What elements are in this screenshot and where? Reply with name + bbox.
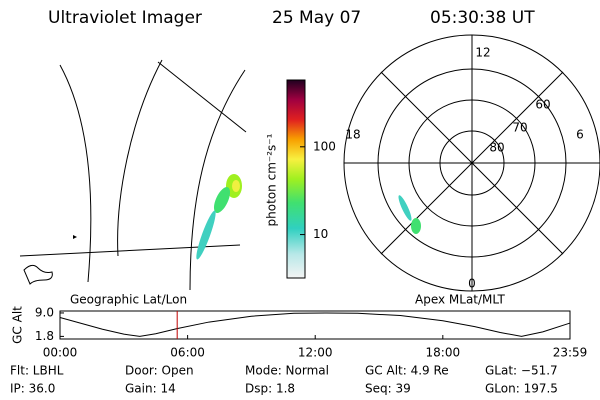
mlt-label: 12	[475, 46, 490, 60]
mlt-label: 6	[576, 128, 584, 142]
polar-map	[343, 34, 600, 292]
x-tick-label: 18:00	[426, 346, 461, 360]
status-field: IP: 36.0	[10, 382, 55, 396]
altitude-line	[59, 312, 571, 337]
status-field: GC Alt: 4.9 Re	[365, 364, 449, 378]
status-field: Dsp: 1.8	[245, 382, 295, 396]
x-tick-label: 12:00	[298, 346, 333, 360]
mlt-label: 0	[468, 277, 476, 291]
colorbar	[286, 79, 306, 279]
lat-label: 80	[489, 141, 504, 155]
polar-label: Apex MLat/MLT	[415, 293, 505, 307]
lat-label: 60	[535, 98, 550, 112]
colorbar-label: photon cm⁻²s⁻¹	[265, 133, 279, 226]
status-field: Door: Open	[125, 364, 194, 378]
x-tick-label: 00:00	[43, 346, 78, 360]
status-field: GLat: −51.7	[485, 364, 558, 378]
date: 25 May 07	[272, 8, 361, 28]
status-field: Gain: 14	[125, 382, 176, 396]
geo-label: Geographic Lat/Lon	[70, 293, 187, 307]
status-field: Seq: 39	[365, 382, 411, 396]
status-field: GLon: 197.5	[485, 382, 558, 396]
title: Ultraviolet Imager	[48, 8, 202, 28]
x-tick-label: 06:00	[170, 346, 205, 360]
time: 05:30:38 UT	[430, 8, 535, 28]
y-tick-label: 9.0	[35, 305, 54, 319]
y-axis-label: GC Alt	[11, 306, 25, 344]
colorbar-tick-label: 10	[313, 227, 328, 241]
alt-frame	[59, 310, 571, 340]
lat-label: 70	[512, 121, 527, 135]
status-field: Flt: LBHL	[10, 364, 64, 378]
status-field: Mode: Normal	[245, 364, 329, 378]
y-tick-label: 1.8	[35, 329, 54, 343]
mlt-label: 18	[345, 128, 360, 142]
x-tick-label: 23:59	[553, 346, 588, 360]
geo-map	[19, 59, 247, 291]
colorbar-tick-label: 100	[313, 139, 336, 153]
